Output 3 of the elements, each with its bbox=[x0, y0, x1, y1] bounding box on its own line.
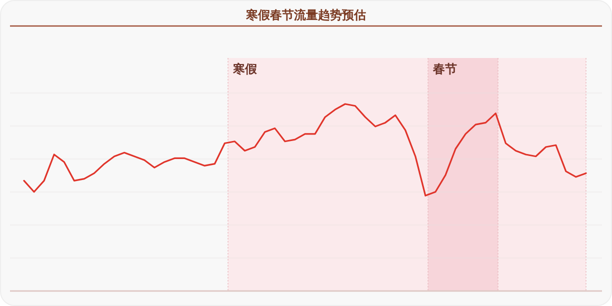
title: 寒假春节流量趋势预估 bbox=[246, 8, 366, 22]
text: 寒假 bbox=[232, 62, 258, 76]
text: 春节 bbox=[432, 62, 457, 76]
